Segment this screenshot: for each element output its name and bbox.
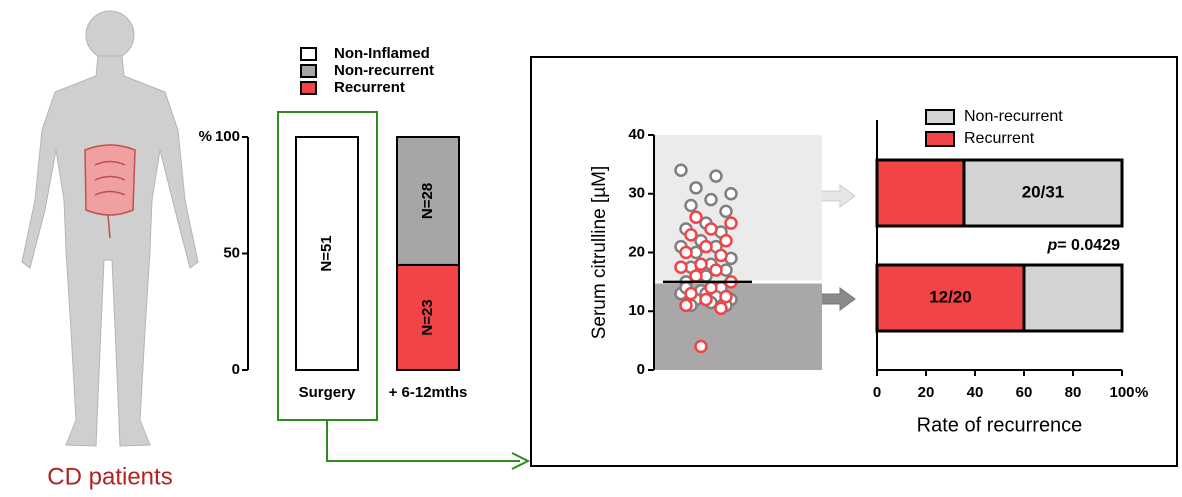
bar-segment [396,263,460,371]
segment-label: N=28 [419,183,436,219]
bar-segment [396,136,460,266]
legend-swatch [925,109,955,125]
y-tick-label: 20 [628,243,645,260]
point [719,234,733,248]
point [684,286,698,301]
point [689,181,703,195]
point [724,216,738,230]
x-axis-title: Rate of recurrence [917,414,1083,436]
legend-swatch [300,81,317,95]
x-tick-label: 60 [1016,384,1033,401]
intestine-icon [84,144,136,239]
y-tick-label: 40 [628,126,645,143]
point [709,263,723,277]
point [719,204,733,219]
legend-label: Non-recurrent [334,62,434,79]
segment-label: N=51 [318,235,335,271]
point [709,169,723,183]
panel-frame [530,56,1178,467]
legend-label: Recurrent [964,130,1035,147]
point [684,198,698,213]
point [694,257,708,271]
y-tick-label: 10 [628,302,645,319]
x-tick-label: 80 [1065,384,1082,401]
point [679,245,693,260]
point [714,248,728,263]
p-text: = 0.0429 [1057,237,1120,254]
point [704,281,718,295]
legend-label: Non-recurrent [964,108,1063,125]
y-unit: % [199,128,212,145]
point [684,228,698,242]
caption: CD patients [47,463,172,490]
y-tick-label: 0 [232,361,240,378]
point [704,192,718,207]
point [699,239,713,254]
point [714,301,728,316]
legend-swatch [300,47,317,61]
y-tick-label: 100 [215,128,240,145]
legend-label: Recurrent [334,79,405,96]
p-symbol: p [1046,237,1057,254]
point [689,210,703,224]
body-silhouette [21,10,199,447]
bar-segment [295,136,359,371]
y-axis-title: Serum citrulline [µM] [589,166,610,340]
x-tick-label: 20 [918,384,935,401]
point [674,260,688,274]
bar-segment [962,158,1124,228]
connector-arrow [326,420,520,462]
background-high [654,135,822,284]
x-tick-label: 100 [1109,384,1134,401]
legend-label: Non-Inflamed [334,45,430,62]
point [699,292,713,307]
bar-segment [875,158,966,228]
legend-swatch [300,64,317,78]
point [719,289,733,304]
segment-label: 12/20 [929,287,972,306]
y-tick-label: 30 [628,185,645,202]
point [724,187,738,201]
segment-label: 20/31 [1022,182,1065,201]
bar-segment [1022,263,1124,333]
x-tick-label: 40 [967,384,984,401]
x-tick-label: 0 [873,384,881,401]
point [679,298,693,313]
p-value: p= 0.0429 [1046,237,1120,254]
point [674,163,688,177]
y-tick-label: 0 [637,361,645,378]
y-tick-label: 50 [223,244,240,261]
x-tick-label: Surgery [299,384,356,401]
legend-swatch [925,131,955,147]
point [689,269,703,283]
x-unit: % [1135,384,1148,401]
segment-label: N=23 [419,299,436,335]
x-tick-label: + 6-12mths [389,384,468,401]
point [704,222,718,236]
arrowhead [511,452,531,470]
point [694,339,708,354]
